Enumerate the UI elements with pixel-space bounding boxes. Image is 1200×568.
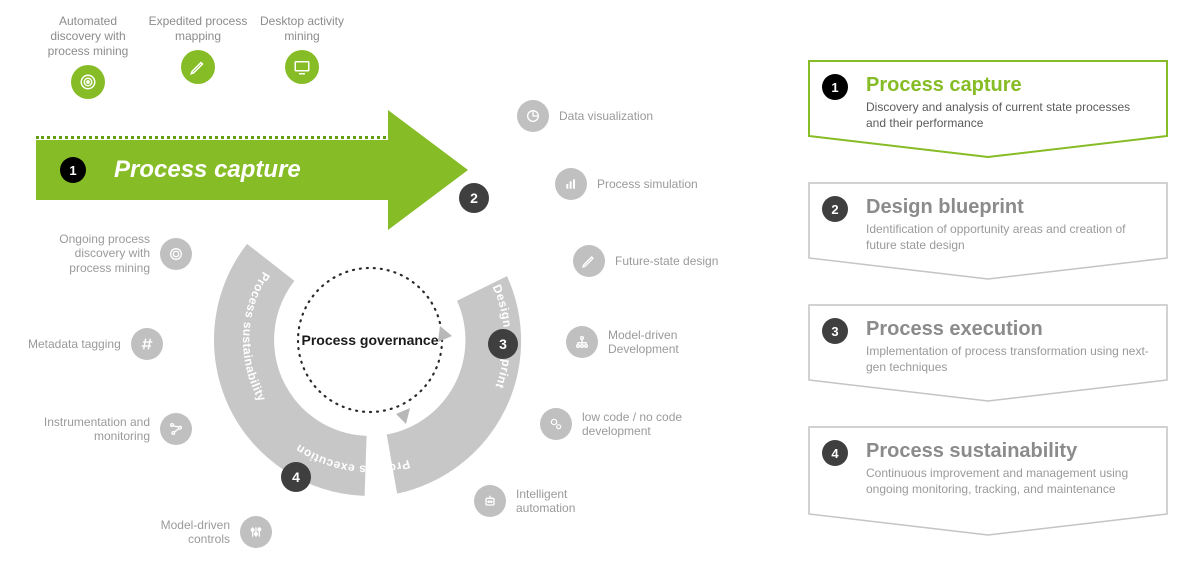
bars-icon <box>555 168 587 200</box>
orbit-future-state: Future-state design <box>573 245 718 277</box>
sliders-icon <box>240 516 272 548</box>
card-4-badge: 4 <box>822 440 848 466</box>
card-1-badge: 1 <box>822 74 848 100</box>
card-4-desc: Continuous improvement and management us… <box>866 465 1150 497</box>
gears-icon <box>540 408 572 440</box>
top-feature-3: Desktop activity mining <box>252 14 352 84</box>
orbit-future-state-label: Future-state design <box>615 254 718 268</box>
pencil-icon <box>573 245 605 277</box>
target-icon <box>71 65 105 99</box>
card-3-badge: 3 <box>822 318 848 344</box>
target-icon <box>160 238 192 270</box>
orbit-data-viz: Data visualization <box>517 100 653 132</box>
card-process-execution[interactable]: 3 Process execution Implementation of pr… <box>808 304 1168 402</box>
top-feature-3-label: Desktop activity mining <box>252 14 352 44</box>
card-1-title: Process capture <box>866 74 1150 97</box>
cards-column: 1 Process capture Discovery and analysis… <box>808 60 1168 536</box>
orbit-ongoing-discovery: Ongoing process discovery with process m… <box>40 232 192 275</box>
orbit-ongoing-discovery-label: Ongoing process discovery with process m… <box>40 232 150 275</box>
arrow-step-number: 1 <box>60 157 86 183</box>
orbit-model-dev: Model-driven Development <box>566 326 718 358</box>
top-feature-1: Automated discovery with process mining <box>38 14 138 99</box>
card-4-title: Process sustainability <box>866 440 1150 463</box>
card-design-blueprint[interactable]: 2 Design blueprint Identification of opp… <box>808 182 1168 280</box>
card-process-sustainability[interactable]: 4 Process sustainability Continuous impr… <box>808 426 1168 536</box>
center-label: Process governance <box>300 332 440 348</box>
orbit-instrumentation-label: Instrumentation and monitoring <box>40 415 150 444</box>
orbit-instrumentation: Instrumentation and monitoring <box>40 413 192 445</box>
monitor-icon <box>285 50 319 84</box>
orbit-lowcode: low code / no code development <box>540 408 692 440</box>
robot-icon <box>474 485 506 517</box>
phase-dot-4: 4 <box>281 462 311 492</box>
hash-icon <box>131 328 163 360</box>
phase-dot-3: 3 <box>488 329 518 359</box>
card-3-title: Process execution <box>866 318 1150 341</box>
card-2-title: Design blueprint <box>866 196 1150 219</box>
pencil-icon <box>181 50 215 84</box>
orbit-model-controls: Model-driven controls <box>120 516 272 548</box>
piechart-icon <box>517 100 549 132</box>
orbit-process-sim-label: Process simulation <box>597 177 698 191</box>
orbit-lowcode-label: low code / no code development <box>582 410 692 439</box>
orbit-metadata-label: Metadata tagging <box>28 337 121 351</box>
orbit-intelligent-auto: Intelligent automation <box>474 485 626 517</box>
top-feature-2-label: Expedited process mapping <box>148 14 248 44</box>
top-feature-1-label: Automated discovery with process mining <box>38 14 138 59</box>
card-2-badge: 2 <box>822 196 848 222</box>
card-process-capture[interactable]: 1 Process capture Discovery and analysis… <box>808 60 1168 158</box>
card-2-desc: Identification of opportunity areas and … <box>866 221 1150 253</box>
tree-icon <box>566 326 598 358</box>
phase-dot-2: 2 <box>459 183 489 213</box>
orbit-data-viz-label: Data visualization <box>559 109 653 123</box>
nodes-icon <box>160 413 192 445</box>
orbit-intelligent-auto-label: Intelligent automation <box>516 487 626 516</box>
top-feature-2: Expedited process mapping <box>148 14 248 84</box>
orbit-model-dev-label: Model-driven Development <box>608 328 718 357</box>
orbit-model-controls-label: Model-driven controls <box>120 518 230 547</box>
orbit-metadata: Metadata tagging <box>28 328 163 360</box>
diagram-root: Automated discovery with process mining … <box>0 0 1200 568</box>
orbit-process-sim: Process simulation <box>555 168 698 200</box>
card-1-desc: Discovery and analysis of current state … <box>866 99 1150 131</box>
card-3-desc: Implementation of process transformation… <box>866 343 1150 375</box>
